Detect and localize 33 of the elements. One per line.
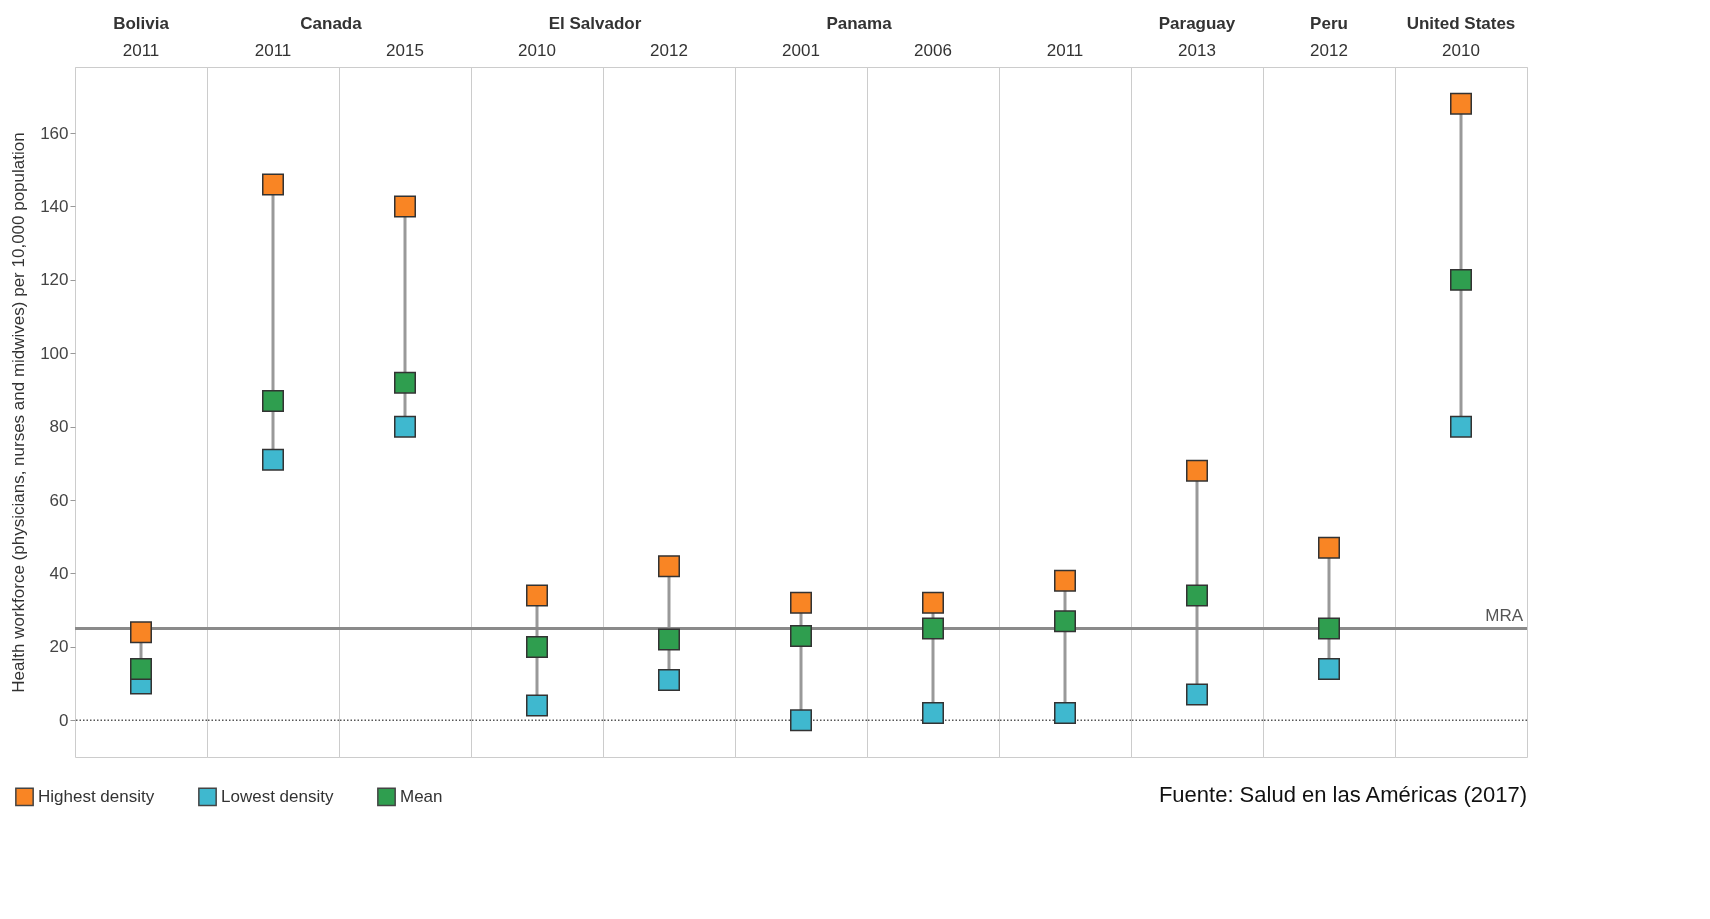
- x-tick-label: 2011: [1046, 40, 1084, 60]
- x-tick-label: 2001: [782, 40, 820, 60]
- y-tick-label: 120: [40, 270, 69, 290]
- chart-title: El Salvador: [548, 14, 642, 33]
- x-tick-label: 2015: [386, 40, 424, 60]
- x-tick-label: 2006: [914, 40, 952, 60]
- x-tick-label: 2012: [1310, 40, 1348, 60]
- x-tick-label: 2010: [518, 40, 556, 60]
- y-tick-label: 60: [49, 490, 69, 510]
- y-tick-label: 140: [40, 196, 69, 216]
- chart-title: Canada: [300, 14, 363, 33]
- chart-title: Bolivia: [113, 14, 170, 33]
- x-tick-label: 2011: [122, 40, 160, 60]
- y-tick-label: 80: [49, 417, 69, 437]
- y-tick-label: 160: [40, 123, 69, 143]
- x-tick-label: 2013: [1178, 40, 1216, 60]
- x-tick-label: 2010: [1442, 40, 1480, 60]
- chart-title: Panama: [826, 14, 893, 33]
- ref-line-label: MRA: [1485, 605, 1524, 625]
- chart-title: United States: [1406, 14, 1516, 33]
- legend-label: Lowest density: [221, 786, 334, 806]
- source-note: Fuente: Salud en las Américas (2017): [1158, 782, 1527, 807]
- y-tick-label: 40: [49, 563, 69, 583]
- x-tick-label: 2012: [650, 40, 688, 60]
- y-tick-label: 20: [49, 637, 69, 657]
- legend-label: Highest density: [38, 786, 155, 806]
- legend-label: Mean: [400, 786, 443, 806]
- chart-title: Peru: [1310, 14, 1348, 33]
- chart-title: Paraguay: [1158, 14, 1236, 33]
- y-tick-label: 0: [59, 710, 69, 730]
- x-tick-label: 2011: [254, 40, 292, 60]
- y-tick-label: 100: [40, 343, 69, 363]
- y-axis-title: Health workforce (physicians, nurses and midwives) per 10,000 population: [9, 132, 29, 693]
